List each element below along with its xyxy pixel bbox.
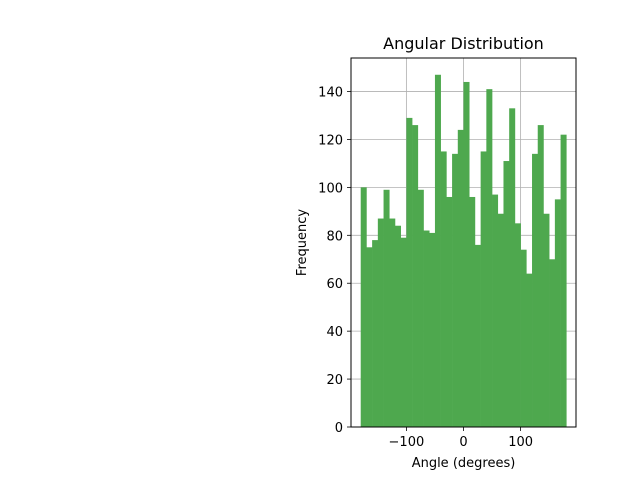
y-tick-label: 40 [326,325,343,340]
histogram-bar [434,74,441,427]
y-axis-ticks: 0 20 40 60 80 100 120 140 [318,86,351,436]
histogram-bar [412,125,419,427]
histogram-bar [452,153,459,427]
y-tick-label: 80 [326,229,343,244]
histogram-bar [486,89,493,427]
histogram-bar [389,218,396,427]
y-tick-label: 20 [326,373,343,388]
histogram-bar [509,108,516,428]
y-tick-label: 140 [318,86,343,101]
y-tick-label: 100 [318,181,343,196]
y-tick-label: 0 [335,421,343,436]
histogram-bar [429,232,436,427]
histogram-bar [383,189,390,427]
histogram-bar [463,81,470,428]
x-axis-ticks: −100 0 100 [389,427,533,450]
y-tick-label: 60 [326,277,343,292]
histogram-bar [526,273,533,427]
histogram-bar [394,225,401,427]
x-tick-label: 100 [508,435,533,450]
histogram-bar [537,125,544,427]
histogram-bar [480,151,487,427]
histogram-bar [400,237,407,427]
histogram-bar [474,244,481,427]
histogram-bar [446,196,453,427]
histogram-bar [520,249,527,427]
histogram-bar [514,223,521,427]
y-axis-label: Frequency [295,209,310,276]
histogram-bar [372,240,379,427]
x-tick-label: 0 [459,435,467,450]
x-axis-label: Angle (degrees) [412,456,516,471]
histogram-bar [423,230,430,427]
histogram-bar [377,218,384,427]
histogram-bar [503,161,510,427]
histogram-bar [360,187,367,427]
y-tick-label: 120 [318,133,343,148]
histogram-bar [532,153,539,427]
x-tick-label: −100 [389,435,425,450]
histogram-bar [457,129,464,427]
histogram-bar [366,247,373,427]
histogram-bar [560,134,567,427]
histogram-bars [360,74,567,428]
chart-title: Angular Distribution [383,34,544,53]
histogram-bar [549,259,556,427]
histogram-bar [406,117,413,428]
histogram-bar [492,194,499,427]
histogram-bar [554,199,561,427]
histogram-bar [417,189,424,427]
histogram-bar [497,213,504,427]
histogram-bar [440,151,447,427]
histogram-bar [469,196,476,427]
histogram-bar [543,213,550,427]
